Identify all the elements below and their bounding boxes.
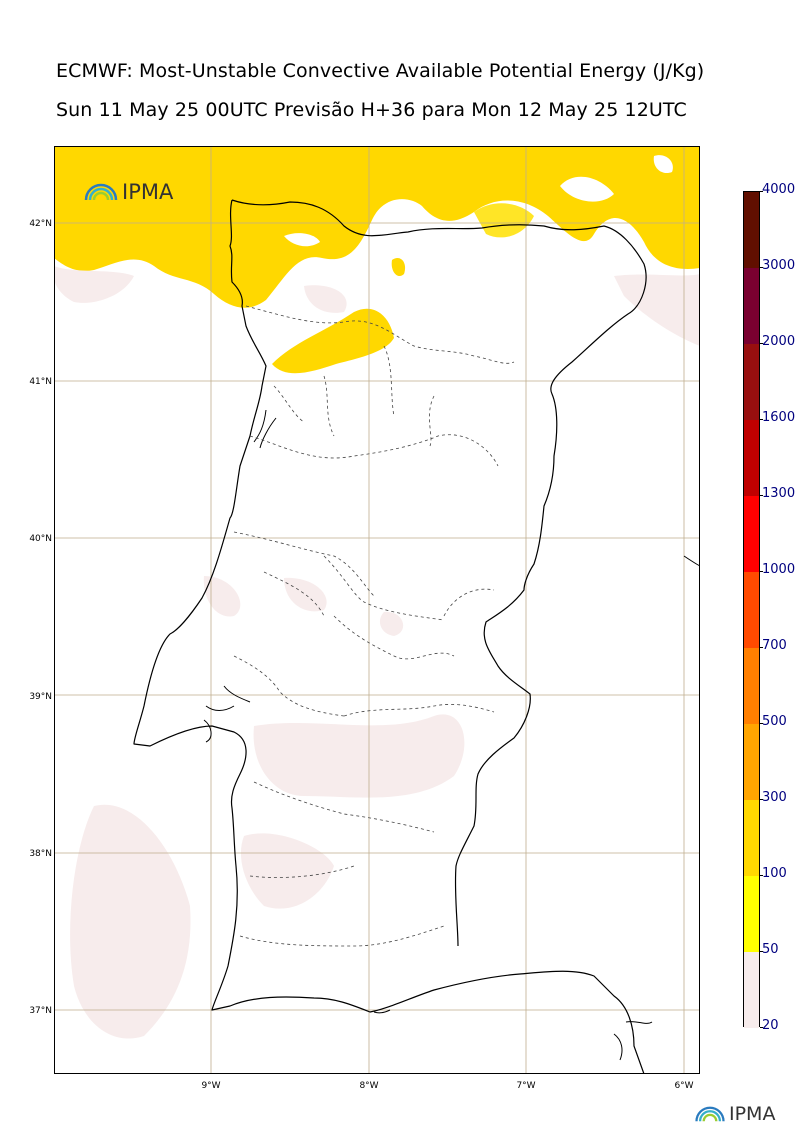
colorbar-level-label: 3000 bbox=[762, 258, 796, 273]
colorbar-segment bbox=[744, 420, 759, 496]
colorbar-tick bbox=[760, 191, 763, 192]
colorbar-tick bbox=[760, 571, 763, 572]
colorbar-tick bbox=[760, 495, 763, 496]
colorbar-segment bbox=[744, 724, 759, 800]
colorbar-tick bbox=[760, 419, 763, 420]
colorbar-level-label: 20 bbox=[762, 1018, 779, 1033]
colorbar-level-label: 1600 bbox=[762, 410, 796, 425]
cape-high-region bbox=[54, 146, 700, 308]
colorbar-level-label: 300 bbox=[762, 790, 787, 805]
lon-label-8w: 8°W bbox=[359, 1081, 379, 1091]
rainbow-icon bbox=[84, 183, 118, 201]
lat-label-37: 37°N bbox=[29, 1006, 52, 1016]
colorbar-segment bbox=[744, 952, 759, 1028]
lon-label-9w: 9°W bbox=[201, 1081, 221, 1091]
colorbar-segment bbox=[744, 192, 759, 268]
colorbar-level-label: 4000 bbox=[762, 182, 796, 197]
colorbar-segment bbox=[744, 268, 759, 344]
map-area bbox=[54, 146, 700, 1074]
chart-subtitle: Sun 11 May 25 00UTC Previsão H+36 para M… bbox=[56, 99, 687, 121]
lat-label-42: 42°N bbox=[29, 219, 52, 229]
lon-label-7w: 7°W bbox=[516, 1081, 536, 1091]
logo-text: IPMA bbox=[729, 1103, 776, 1125]
colorbar-level-label: 100 bbox=[762, 866, 787, 881]
colorbar-level-label: 1300 bbox=[762, 486, 796, 501]
logo-text: IPMA bbox=[122, 180, 174, 204]
colorbar-level-label: 500 bbox=[762, 714, 787, 729]
colorbar-segment bbox=[744, 496, 759, 572]
colorbar-tick bbox=[760, 1027, 763, 1028]
ipma-logo: IPMA bbox=[84, 180, 173, 204]
cape-blob-2 bbox=[391, 257, 406, 277]
colorbar-segment bbox=[744, 344, 759, 420]
portugal-outline bbox=[133, 146, 700, 1074]
chart-title: ECMWF: Most-Unstable Convective Availabl… bbox=[56, 60, 705, 82]
cape-blob-porto bbox=[272, 308, 394, 374]
colorbar-segment bbox=[744, 648, 759, 724]
rainbow-icon bbox=[695, 1106, 725, 1122]
colorbar-tick bbox=[760, 723, 763, 724]
colorbar-level-label: 1000 bbox=[762, 562, 796, 577]
lat-label-41: 41°N bbox=[29, 377, 52, 387]
colorbar-level-label: 50 bbox=[762, 942, 779, 957]
colorbar-tick bbox=[760, 875, 763, 876]
colorbar-segment bbox=[744, 800, 759, 876]
map-svg bbox=[54, 146, 700, 1074]
lat-label-40: 40°N bbox=[29, 534, 52, 544]
spain-border bbox=[231, 199, 647, 947]
colorbar-level-label: 2000 bbox=[762, 334, 796, 349]
colorbar-segment bbox=[744, 876, 759, 952]
colorbar-tick bbox=[760, 267, 763, 268]
colorbar-segment bbox=[744, 572, 759, 648]
district-borders bbox=[233, 305, 515, 947]
colorbar-tick bbox=[760, 647, 763, 648]
colorbar-tick bbox=[760, 951, 763, 952]
colorbar-tick bbox=[760, 343, 763, 344]
cape-mid-region bbox=[474, 203, 534, 238]
colorbar-level-label: 700 bbox=[762, 638, 787, 653]
lat-label-38: 38°N bbox=[29, 849, 52, 859]
colorbar-tick bbox=[760, 799, 763, 800]
lon-label-6w: 6°W bbox=[674, 1081, 694, 1091]
colorbar bbox=[743, 191, 760, 1028]
lat-label-39: 39°N bbox=[29, 692, 52, 702]
ipma-footer-logo: IPMA bbox=[694, 1103, 775, 1125]
cape-low-region bbox=[54, 266, 134, 303]
